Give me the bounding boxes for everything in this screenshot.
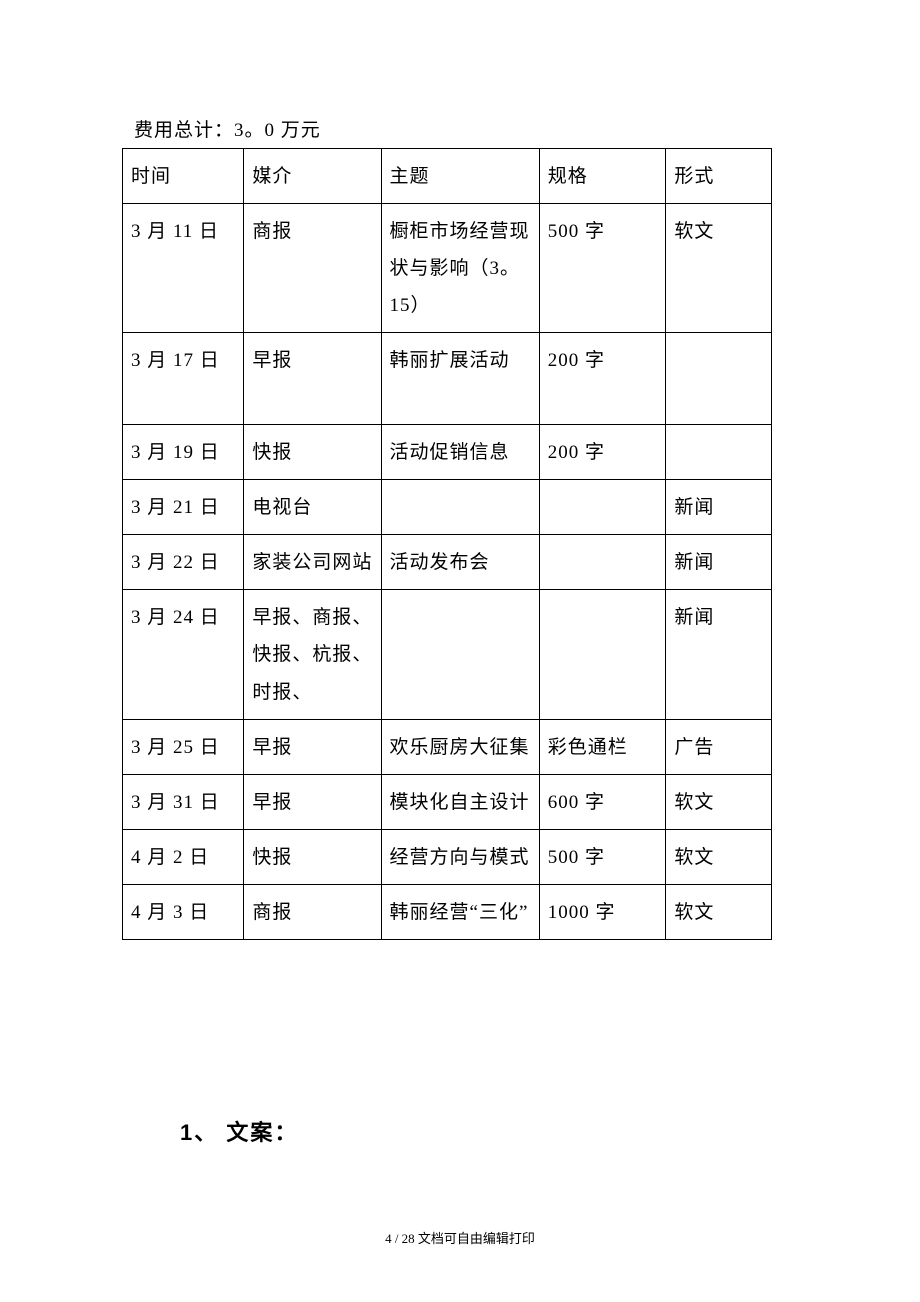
table-row: 3 月 31 日早报模块化自主设计600 字软文 — [123, 774, 772, 829]
table-cell: 500 字 — [539, 204, 666, 333]
table-cell: 新闻 — [666, 480, 772, 535]
section-heading: 1、 文案： — [120, 1115, 800, 1147]
table-cell: 600 字 — [539, 774, 666, 829]
table-cell: 模块化自主设计 — [381, 774, 539, 829]
table-cell: 快报 — [244, 829, 381, 884]
table-cell: 3 月 31 日 — [123, 774, 244, 829]
table-cell: 早报 — [244, 774, 381, 829]
table-cell: 电视台 — [244, 480, 381, 535]
table-cell: 200 字 — [539, 333, 666, 425]
cost-total-line: 费用总计：3。0 万元 — [120, 115, 800, 142]
table-cell: 500 字 — [539, 829, 666, 884]
table-cell: 商报 — [244, 884, 381, 939]
table-cell: 3 月 19 日 — [123, 425, 244, 480]
column-header: 媒介 — [244, 149, 381, 204]
table-cell — [666, 333, 772, 425]
table-cell: 1000 字 — [539, 884, 666, 939]
media-schedule-table: 时间媒介主题规格形式3 月 11 日商报橱柜市场经营现状与影响（3。15） 50… — [122, 148, 772, 940]
table-row: 4 月 2 日快报经营方向与模式500 字软文 — [123, 829, 772, 884]
column-header: 时间 — [123, 149, 244, 204]
table-cell — [539, 590, 666, 719]
table-cell: 4 月 2 日 — [123, 829, 244, 884]
table-row: 3 月 24 日早报、商报、快报、杭报、时报、 新闻 — [123, 590, 772, 719]
table-cell: 3 月 21 日 — [123, 480, 244, 535]
table-cell: 软文 — [666, 829, 772, 884]
table-cell: 欢乐厨房大征集 — [381, 719, 539, 774]
column-header: 形式 — [666, 149, 772, 204]
table-cell: 3 月 17 日 — [123, 333, 244, 425]
table-row: 3 月 21 日电视台 新闻 — [123, 480, 772, 535]
page-footer: 4 / 28 文档可自由编辑打印 — [0, 1228, 920, 1247]
table-row: 3 月 11 日商报橱柜市场经营现状与影响（3。15） 500 字软文 — [123, 204, 772, 333]
table-cell: 软文 — [666, 884, 772, 939]
table-cell — [539, 480, 666, 535]
table-cell: 快报 — [244, 425, 381, 480]
table-cell: 早报 — [244, 333, 381, 425]
table-cell: 家装公司网站 — [244, 535, 381, 590]
table-cell: 韩丽经营“三化” — [381, 884, 539, 939]
column-header: 主题 — [381, 149, 539, 204]
table-cell: 3 月 22 日 — [123, 535, 244, 590]
table-cell: 3 月 25 日 — [123, 719, 244, 774]
table-cell: 彩色通栏 — [539, 719, 666, 774]
table-cell: 经营方向与模式 — [381, 829, 539, 884]
table-row: 3 月 22 日家装公司网站活动发布会 新闻 — [123, 535, 772, 590]
table-cell: 200 字 — [539, 425, 666, 480]
table-cell: 4 月 3 日 — [123, 884, 244, 939]
table-row: 4 月 3 日商报韩丽经营“三化”1000 字软文 — [123, 884, 772, 939]
table-row: 3 月 17 日 早报韩丽扩展活动200 字 — [123, 333, 772, 425]
table-cell — [539, 535, 666, 590]
table-row: 3 月 19 日 快报活动促销信息200 字 — [123, 425, 772, 480]
table-cell: 活动发布会 — [381, 535, 539, 590]
table-cell — [666, 425, 772, 480]
table-cell: 新闻 — [666, 590, 772, 719]
table-cell: 软文 — [666, 204, 772, 333]
table-header-row: 时间媒介主题规格形式 — [123, 149, 772, 204]
document-page: 费用总计：3。0 万元 时间媒介主题规格形式3 月 11 日商报橱柜市场经营现状… — [0, 0, 920, 1302]
table-cell: 橱柜市场经营现状与影响（3。15） — [381, 204, 539, 333]
column-header: 规格 — [539, 149, 666, 204]
table-cell: 商报 — [244, 204, 381, 333]
table-cell: 3 月 11 日 — [123, 204, 244, 333]
table-cell — [381, 480, 539, 535]
table-cell: 活动促销信息 — [381, 425, 539, 480]
table-cell: 3 月 24 日 — [123, 590, 244, 719]
table-cell: 新闻 — [666, 535, 772, 590]
table-body: 时间媒介主题规格形式3 月 11 日商报橱柜市场经营现状与影响（3。15） 50… — [123, 149, 772, 940]
table-cell — [381, 590, 539, 719]
table-cell: 早报、商报、快报、杭报、时报、 — [244, 590, 381, 719]
table-cell: 早报 — [244, 719, 381, 774]
table-row: 3 月 25 日早报欢乐厨房大征集彩色通栏广告 — [123, 719, 772, 774]
table-cell: 广告 — [666, 719, 772, 774]
table-cell: 韩丽扩展活动 — [381, 333, 539, 425]
table-cell: 软文 — [666, 774, 772, 829]
